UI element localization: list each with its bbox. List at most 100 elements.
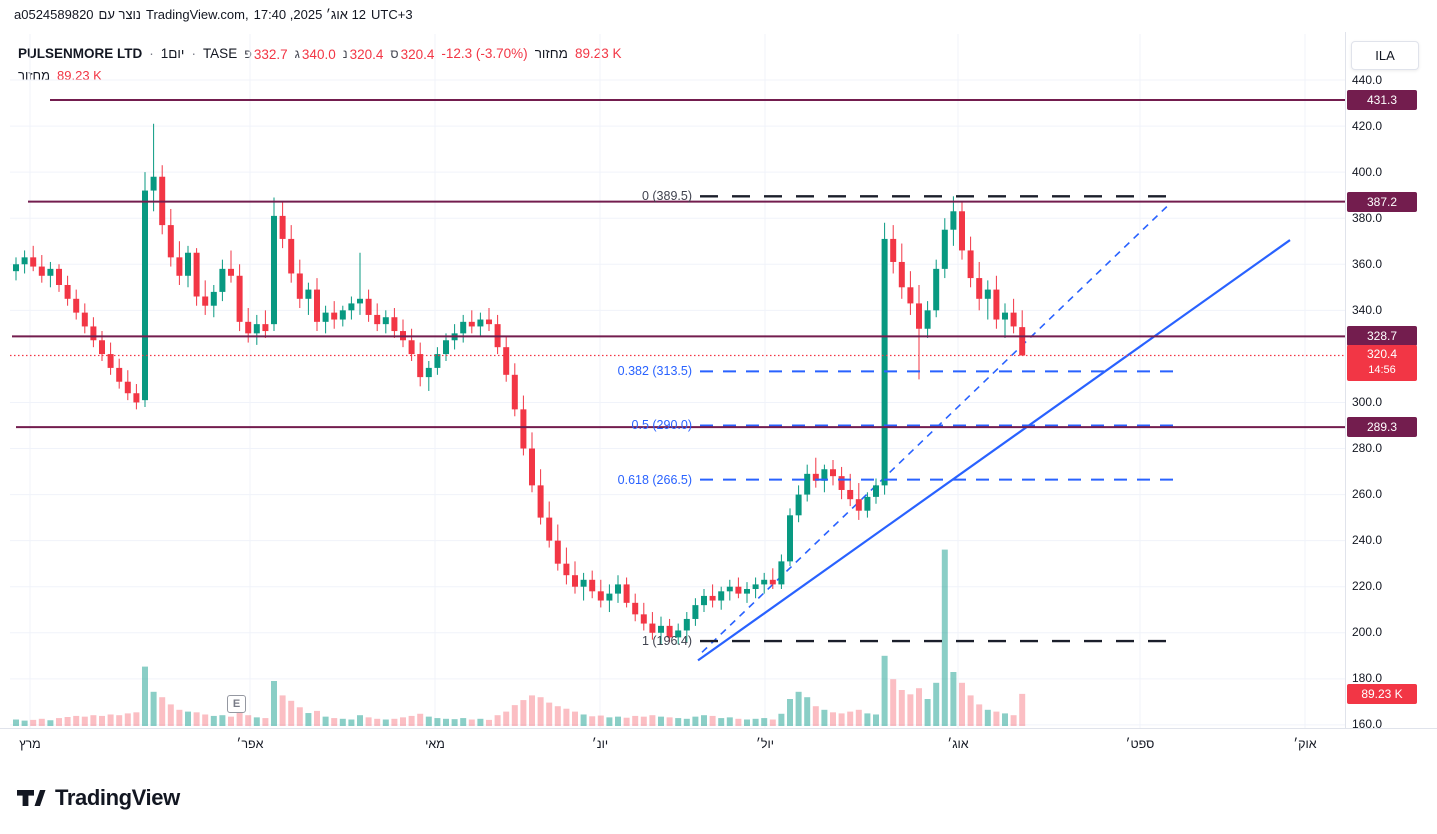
volume-bar — [417, 713, 424, 726]
attribution-token: TradingView.com, — [146, 7, 249, 22]
candle-body — [210, 291, 217, 306]
volume-bar — [933, 682, 940, 726]
candle-body — [64, 284, 71, 299]
volume-bar — [116, 715, 123, 726]
symbol-name: PULSENMORE LTD — [18, 46, 143, 61]
candle-body — [219, 268, 226, 292]
price-tick-label: 260.0 — [1352, 487, 1383, 502]
candle-body — [907, 287, 914, 304]
volume-bar — [271, 681, 277, 726]
volume-bar — [580, 714, 587, 726]
candle-body — [13, 264, 19, 272]
volume-bar — [107, 714, 114, 726]
candle-body — [941, 229, 948, 269]
volume-bar — [726, 717, 733, 726]
candle-body — [589, 579, 596, 592]
volume-bar — [374, 718, 381, 726]
candle-body — [365, 298, 372, 315]
volume-bar — [142, 666, 148, 726]
candle-body — [701, 595, 707, 606]
candle-body — [288, 238, 295, 274]
month-label: אוק׳ — [1293, 737, 1317, 751]
candle-body — [142, 190, 148, 401]
candle-body — [804, 473, 811, 495]
volume-bar — [64, 717, 71, 726]
price-tick-label: 160.0 — [1352, 717, 1383, 732]
volume-bar — [692, 716, 699, 726]
bar-countdown: 14:56 — [1368, 364, 1396, 377]
volume-bar — [296, 707, 303, 726]
candle-body — [348, 303, 355, 311]
volume-bar — [391, 718, 398, 726]
drawn-line-price-label: 431.3 — [1347, 90, 1417, 111]
volume-bar — [537, 697, 544, 726]
volume-bar — [176, 709, 183, 726]
currency-selector[interactable]: ILA — [1351, 41, 1419, 70]
ohlc-value: 340.0 — [301, 47, 336, 62]
volume-bar — [683, 718, 690, 726]
candle-body — [314, 289, 320, 322]
candle-body — [434, 354, 441, 368]
symbol-legend[interactable]: PULSENMORE LTD · 1יום · TASE פ 332.7 ג 340.0 נ 320… — [18, 46, 621, 62]
volume-bar — [322, 716, 329, 726]
candle-body — [382, 317, 389, 325]
volume-legend: מחזור 89.23 K — [18, 68, 102, 83]
month-label: מאי — [425, 737, 445, 751]
candle-body — [881, 238, 888, 486]
price-tick-label: 240.0 — [1352, 533, 1383, 548]
price-axis-separator — [1345, 32, 1346, 728]
candle-body — [864, 496, 871, 511]
price-tick-label: 280.0 — [1352, 441, 1383, 455]
volume-bar — [460, 718, 467, 726]
volume-bar — [511, 705, 518, 726]
tradingview-logo-icon — [17, 790, 46, 806]
volume-bar — [632, 715, 639, 726]
volume-bar — [787, 699, 793, 726]
tradingview-logo-text: TradingView — [55, 785, 180, 810]
volume-bar — [623, 717, 630, 726]
candle-body — [597, 591, 604, 601]
volume-bar — [150, 691, 157, 726]
volume-legend-value: 89.23 K — [57, 68, 102, 83]
candle-body — [253, 324, 260, 334]
tradingview-logo[interactable]: TradingView — [16, 783, 180, 813]
candle-body — [228, 268, 234, 276]
candle-body — [554, 540, 561, 564]
candle-body — [322, 312, 329, 322]
ohl-pair: ג 340.0 — [295, 47, 336, 62]
attribution-token: נוצר עם — [98, 7, 141, 22]
candle-body — [193, 252, 200, 297]
volume-bar — [56, 718, 62, 726]
last-price-label: 320.4 14:56 — [1347, 345, 1417, 382]
volume-bar — [1010, 715, 1017, 726]
volume-bar — [451, 719, 458, 726]
price-tick-label: 400.0 — [1352, 164, 1383, 179]
candle-body — [202, 296, 209, 306]
volume-legend-label: מחזור — [18, 68, 51, 83]
volume-bar — [959, 682, 965, 726]
earnings-marker[interactable]: E — [227, 695, 246, 713]
month-label: אפר׳ — [236, 737, 264, 751]
candle-body — [761, 579, 768, 585]
volume-bar — [382, 719, 389, 726]
volume-bar — [202, 714, 209, 726]
legend-separator: · — [191, 46, 196, 61]
volume-bar — [210, 715, 217, 726]
candle-body — [305, 289, 312, 299]
candle-body — [1002, 312, 1008, 320]
volume-bar — [658, 716, 664, 726]
candle-body — [425, 367, 432, 378]
month-label: ספט׳ — [1125, 737, 1155, 751]
volume-bar — [443, 718, 449, 726]
candle-body — [916, 303, 922, 329]
volume-bar — [167, 704, 174, 726]
volume-bar — [124, 713, 131, 726]
candle-body — [279, 215, 286, 239]
volume-bar — [701, 715, 707, 726]
candle-body — [709, 595, 716, 601]
volume-bar — [804, 697, 811, 726]
volume-bar — [709, 715, 716, 726]
candle-body — [133, 393, 140, 403]
ohlc-value: 332.7 — [253, 47, 288, 62]
